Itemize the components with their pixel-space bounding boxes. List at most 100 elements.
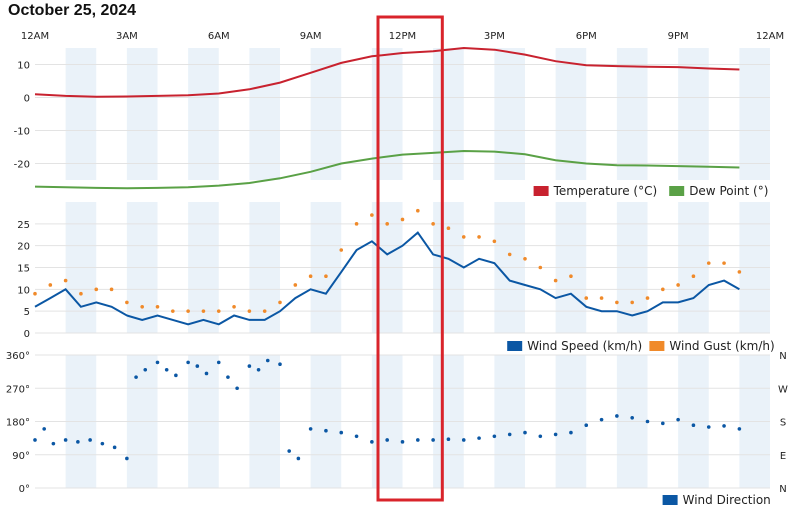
wind-direction-point xyxy=(63,438,68,442)
wind-gust-point xyxy=(446,226,451,230)
wind-direction-point xyxy=(722,424,726,428)
background-band xyxy=(310,48,342,180)
wind-direction-point xyxy=(174,373,178,378)
background-band xyxy=(739,48,770,180)
time-tick-label: 12PM xyxy=(389,31,416,42)
right-tick-label: N xyxy=(779,351,786,362)
temperature-line xyxy=(34,46,740,98)
y-tick-label: 360° xyxy=(6,351,30,362)
wind-direction-point xyxy=(33,438,37,442)
wind-gust-point xyxy=(155,305,160,309)
y-tick-label: 10 xyxy=(17,285,30,296)
y-tick-label: 0 xyxy=(24,329,30,340)
background-band xyxy=(371,48,403,180)
wind-direction-point xyxy=(691,423,696,427)
wind-gust-point xyxy=(676,283,680,287)
legend-label: Wind Direction xyxy=(683,493,771,507)
y-tick-label: 25 xyxy=(17,220,30,231)
wind-gust-point xyxy=(615,300,619,305)
wind-direction-point xyxy=(354,434,359,439)
wind-gust-point xyxy=(385,222,389,226)
wind-direction-point xyxy=(125,456,129,461)
wind-gust-point xyxy=(645,296,650,300)
wind-gust-point xyxy=(461,235,466,239)
legend-swatch xyxy=(662,495,678,505)
y-tick-label: -10 xyxy=(14,127,30,138)
wind-gust-point xyxy=(691,274,696,279)
legend-swatch xyxy=(533,186,549,196)
wind-gust-point xyxy=(308,274,313,279)
wind-direction-point xyxy=(247,364,252,368)
wind-speed-line xyxy=(34,231,740,326)
wind-gust-point xyxy=(492,239,497,244)
y-tick-label: 20 xyxy=(17,242,30,253)
wind-direction-point xyxy=(523,430,527,435)
wind-direction-point xyxy=(143,367,148,372)
wind-direction-point xyxy=(226,375,230,379)
wind-gust-point xyxy=(109,287,114,292)
wind-direction-point xyxy=(400,440,405,444)
wind-gust-point xyxy=(201,309,206,313)
wind-direction-point xyxy=(155,360,160,365)
wind-direction-point xyxy=(569,430,573,435)
wind-direction-panel: 360° 270° 180° 90° 0° N W S E N xyxy=(6,351,788,495)
y-tick-label: 270° xyxy=(6,384,30,395)
y-tick-label: -20 xyxy=(14,160,30,171)
y-tick-label: 90° xyxy=(12,451,30,462)
wind-direction-point xyxy=(195,364,200,368)
wind-gust-point xyxy=(94,287,99,292)
wind-gust-point xyxy=(339,248,344,252)
wind-gust-point xyxy=(431,222,435,226)
wind-gust-point xyxy=(370,213,374,217)
wind-gust-point xyxy=(293,283,298,287)
wind-gust-point xyxy=(247,309,252,313)
wind-direction-point xyxy=(538,434,543,439)
legend-swatch xyxy=(669,186,685,196)
wind-direction-point xyxy=(645,419,650,424)
wind-direction-point xyxy=(134,375,138,379)
wind-direction-point xyxy=(287,449,291,453)
y-tick-label: 5 xyxy=(24,307,30,318)
wind-direction-point xyxy=(296,456,301,461)
wind-gust-point xyxy=(722,261,726,265)
wind-gust-point xyxy=(171,309,175,313)
wind-gust-point xyxy=(278,300,282,305)
right-tick-label: W xyxy=(778,384,788,395)
wind-gust-point xyxy=(79,291,83,296)
wind-gust-point xyxy=(186,309,190,313)
wind-gust-point xyxy=(661,287,665,292)
wind-gust-point xyxy=(706,261,711,265)
wind-gust-point xyxy=(416,208,420,213)
wind-panel: 25 20 15 10 5 0 xyxy=(17,208,742,340)
legend-label: Wind Speed (km/h) xyxy=(527,339,642,353)
wind-gust-point xyxy=(140,305,144,309)
background-band xyxy=(126,48,158,180)
y-tick-label: 0° xyxy=(19,484,30,495)
wind-direction-point xyxy=(676,417,680,422)
legend-swatch xyxy=(507,341,523,351)
wind-direction-point xyxy=(308,427,313,431)
wind-direction-point xyxy=(370,440,374,444)
time-tick-label: 9AM xyxy=(300,31,322,42)
background-band xyxy=(616,48,648,180)
time-tick-label: 9PM xyxy=(668,31,689,42)
wind-gust-point xyxy=(48,283,53,287)
highlight-box xyxy=(376,15,444,502)
y-tick-label: 180° xyxy=(6,418,30,429)
wind-direction-point xyxy=(112,445,117,450)
background-band xyxy=(188,48,219,180)
legend-label: Temperature (°C) xyxy=(553,184,658,198)
wind-direction-point xyxy=(446,437,451,442)
time-tick-label: 3AM xyxy=(116,31,138,42)
background-band xyxy=(433,48,464,180)
wind-direction-point xyxy=(630,416,634,420)
wind-direction-point xyxy=(584,423,589,427)
time-tick-label: 3PM xyxy=(484,31,505,42)
background-band xyxy=(678,48,709,180)
wind-direction-point xyxy=(507,432,512,437)
wind-direction-point xyxy=(477,436,481,440)
wind-direction-point xyxy=(51,441,56,446)
time-tick-label: 12AM xyxy=(756,31,784,42)
wind-direction-point xyxy=(256,367,261,372)
